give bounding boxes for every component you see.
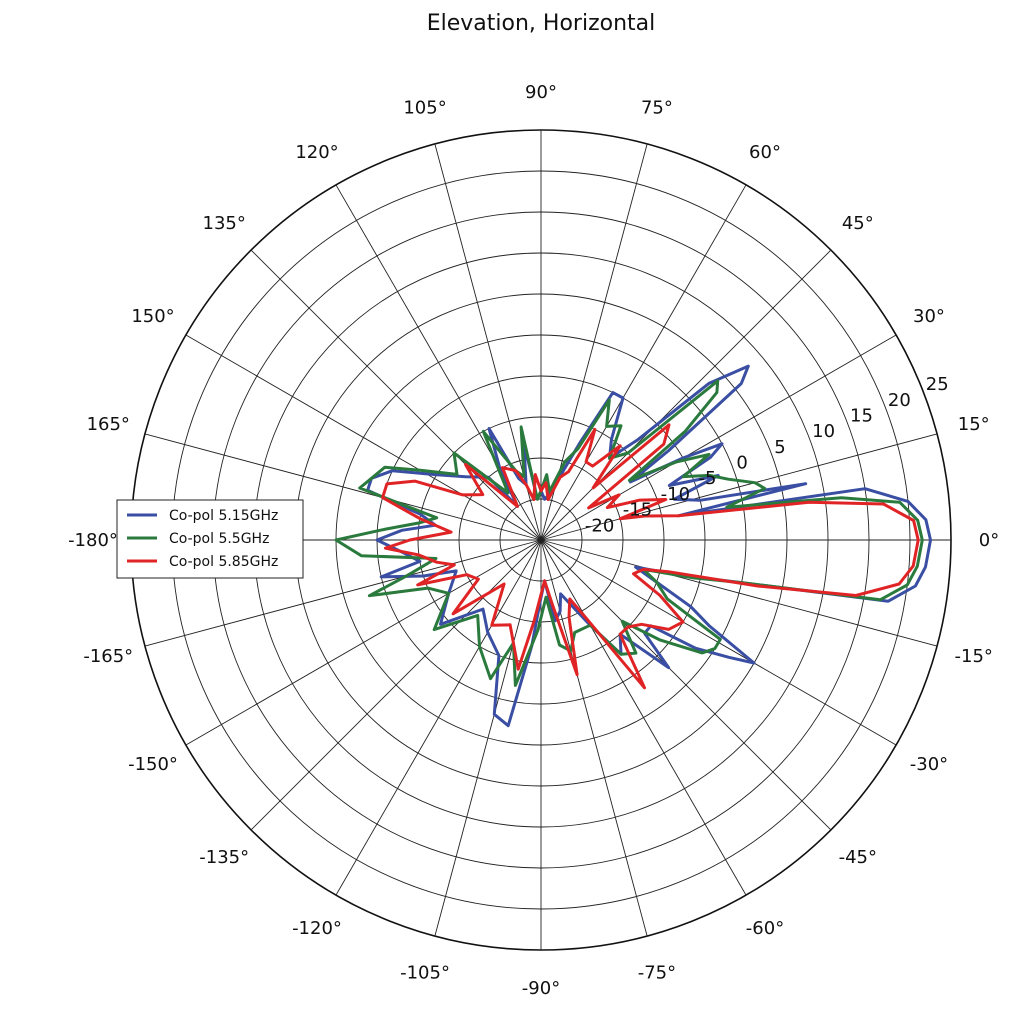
grid-spoke: [540, 249, 832, 541]
angle-tick-label: -150°: [128, 754, 178, 775]
grid-spoke: [540, 539, 938, 647]
angle-tick-label: 105°: [403, 97, 446, 118]
radial-tick-label: -15: [623, 500, 652, 521]
grid-spoke: [540, 539, 747, 896]
radial-tick-label: 25: [926, 374, 949, 395]
polar-grid: [130, 129, 952, 951]
radial-tick-label: -10: [661, 484, 690, 505]
axis-labels: 0° 15° 30° 45° 60° 75° 90° 105° 120° 135° 150° 165°…: [68, 82, 999, 999]
angle-tick-label: 120°: [295, 142, 338, 163]
angle-tick-label: 45°: [842, 213, 874, 234]
angle-tick-label: -120°: [292, 918, 342, 939]
angle-tick-label: -15°: [955, 646, 993, 667]
grid-spoke: [540, 184, 747, 541]
legend-label: Co-pol 5.85GHz: [169, 554, 278, 570]
grid-spoke: [540, 433, 938, 541]
radial-tick-label: -20: [585, 515, 614, 536]
angle-tick-label: 60°: [749, 142, 781, 163]
angle-tick-label: -180°: [68, 530, 118, 551]
angle-tick-label: 75°: [641, 97, 673, 118]
grid-spoke: [185, 539, 542, 746]
grid-spoke: [434, 539, 542, 937]
angle-tick-label: 30°: [913, 306, 945, 327]
angle-tick-label: -75°: [638, 963, 676, 984]
grid-spoke: [250, 249, 542, 541]
radial-tick-label: 0: [736, 453, 747, 474]
angle-tick-label: 165°: [87, 414, 130, 435]
angle-tick-label: -60°: [746, 918, 784, 939]
series-line: [334, 379, 924, 687]
angle-tick-label: 15°: [958, 414, 990, 435]
radial-tick-label: -5: [699, 468, 717, 489]
radial-tick-label: 5: [774, 437, 785, 458]
angle-tick-label: -135°: [199, 847, 249, 868]
grid-spoke: [144, 433, 542, 541]
radial-tick-label: 15: [850, 405, 873, 426]
angle-tick-label: 0°: [979, 530, 999, 551]
grid-spoke: [335, 539, 542, 896]
grid-spoke: [185, 334, 542, 541]
grid-spoke: [250, 539, 542, 831]
legend-label: Co-pol 5.5GHz: [169, 531, 269, 547]
chart-title: Elevation, Horizontal: [427, 11, 656, 36]
angle-tick-label: 135°: [203, 213, 246, 234]
angle-tick-label: -30°: [910, 754, 948, 775]
grid-spoke: [540, 539, 648, 937]
angle-tick-label: 150°: [131, 306, 174, 327]
angle-tick-label: 90°: [525, 82, 557, 103]
angle-tick-label: -105°: [400, 963, 450, 984]
grid-spoke: [144, 539, 542, 647]
series-line: [381, 423, 920, 690]
radial-tick-label: 20: [888, 390, 911, 411]
legend: Co-pol 5.15GHz Co-pol 5.5GHz Co-pol 5.85GH…: [116, 499, 304, 579]
legend-label: Co-pol 5.15GHz: [169, 508, 278, 524]
grid-spoke: [540, 539, 832, 831]
angle-tick-label: -90°: [522, 978, 560, 999]
angle-tick-label: -45°: [839, 847, 877, 868]
series-traces: [334, 364, 932, 728]
grid-spoke: [540, 334, 897, 541]
radial-tick-label: 10: [812, 421, 835, 442]
angle-tick-label: -165°: [83, 646, 133, 667]
